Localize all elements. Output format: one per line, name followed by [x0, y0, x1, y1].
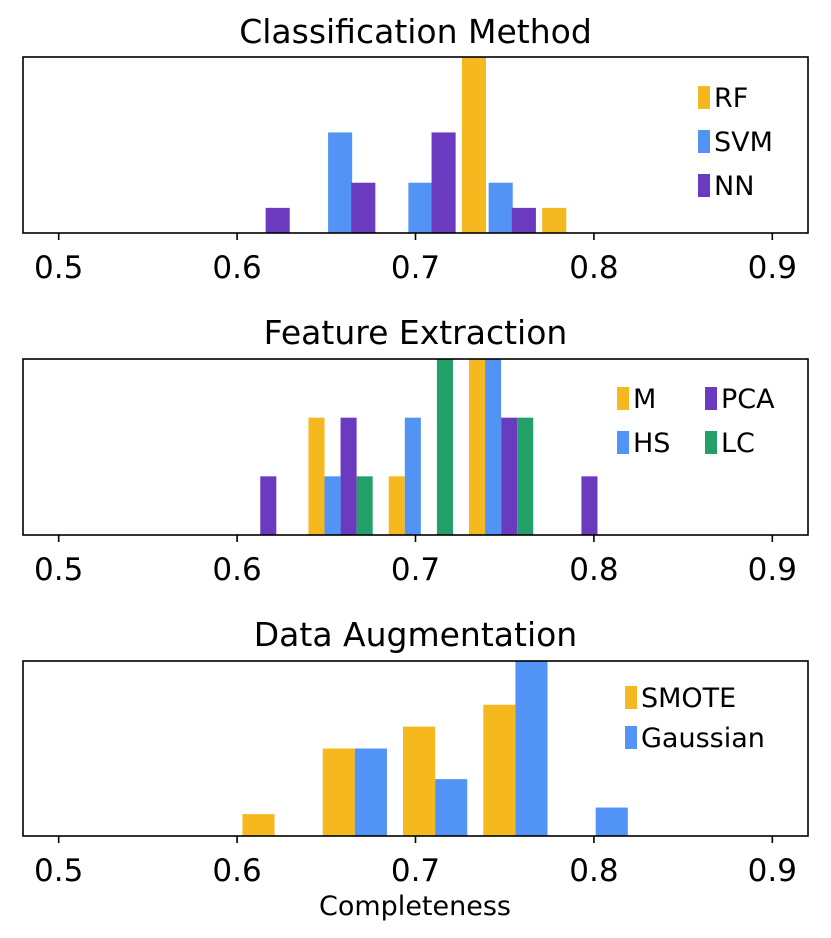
x-tick-label: 0.5	[34, 853, 83, 889]
legend-swatch-lc	[705, 431, 717, 454]
legend-label-lc: LC	[721, 428, 755, 459]
legend-swatch-nn	[698, 174, 710, 197]
x-tick-label: 0.6	[212, 552, 261, 588]
chart-panel-data-augmentation: Data Augmentation 0.5 0.6 0.7 0.8 0.9 SMOTE Gau…	[22, 615, 809, 889]
bar-gaussian-2	[515, 661, 548, 836]
legend-swatch-gaussian	[625, 726, 637, 749]
bar-pca-1	[340, 417, 357, 535]
bar-rf-0	[461, 57, 486, 233]
x-tick-label: 0.5	[34, 250, 83, 286]
x-tick-label: 0.6	[212, 853, 261, 889]
bar-smote-1	[322, 748, 355, 836]
chart-title: Data Augmentation	[254, 615, 577, 654]
legend-label-gaussian: Gaussian	[641, 723, 765, 754]
bar-gaussian-1	[435, 779, 468, 836]
legend-swatch-hs	[617, 431, 629, 454]
x-tick-label: 0.9	[748, 250, 797, 286]
bar-lc-0	[356, 476, 373, 535]
bar-smote-2	[403, 726, 436, 836]
legend-label-nn: NN	[714, 171, 754, 202]
bar-hs-0	[324, 476, 341, 535]
x-tick-label: 0.8	[569, 552, 618, 588]
bar-nn-2	[431, 132, 456, 233]
bar-pca-0	[260, 476, 277, 535]
bar-m-1	[388, 476, 405, 535]
chart-panel-classification-method: Classification Method 0.5 0.6 0.7 0.8 0.9 RF SV…	[22, 12, 809, 286]
legend-label-m: M	[633, 384, 656, 415]
x-tick-label: 0.8	[569, 250, 618, 286]
bar-svm-0	[328, 132, 353, 233]
chart-title: Feature Extraction	[264, 313, 568, 352]
chart-title: Classification Method	[239, 12, 592, 51]
bar-gaussian-3	[595, 807, 628, 836]
legend-swatch-smote	[625, 686, 637, 709]
bar-pca-3	[581, 476, 598, 535]
x-axis-label: Completeness	[319, 891, 511, 922]
legend: M PCA HS LC	[617, 384, 775, 459]
legend: RF SVM NN	[698, 83, 773, 202]
x-tick-label: 0.7	[391, 853, 440, 889]
x-tick-label: 0.8	[569, 853, 618, 889]
legend-label-smote: SMOTE	[641, 683, 736, 714]
legend-label-hs: HS	[633, 428, 670, 459]
legend-swatch-pca	[705, 387, 717, 410]
x-tick-label: 0.9	[748, 853, 797, 889]
bar-smote-0	[242, 814, 275, 836]
bar-m-2	[469, 359, 486, 535]
legend-label-pca: PCA	[721, 384, 775, 415]
bar-hs-2	[485, 359, 502, 535]
bar-lc-2	[517, 417, 534, 535]
chart-panel-feature-extraction: Feature Extraction 0.5 0.6 0.7 0.8 0.9 M PCA HS L…	[22, 313, 809, 588]
bar-pca-2	[501, 417, 518, 535]
bar-nn-0	[265, 207, 290, 233]
bar-svm-1	[408, 182, 433, 233]
legend-label-svm: SVM	[714, 127, 773, 158]
legend-label-rf: RF	[714, 83, 748, 114]
bar-nn-3	[511, 207, 536, 233]
legend-swatch-svm	[698, 130, 710, 153]
bar-smote-3	[483, 704, 516, 836]
bar-gaussian-0	[354, 748, 387, 836]
legend: SMOTE Gaussian	[625, 683, 765, 754]
legend-swatch-m	[617, 387, 629, 410]
x-tick-label: 0.5	[34, 552, 83, 588]
bar-lc-1	[436, 359, 453, 535]
legend-swatch-rf	[698, 86, 710, 109]
bar-m-0	[308, 417, 325, 535]
bar-svm-2	[488, 182, 513, 233]
x-tick-label: 0.9	[748, 552, 797, 588]
x-tick-label: 0.6	[212, 250, 261, 286]
bar-nn-1	[351, 182, 376, 233]
bar-hs-1	[404, 417, 421, 535]
x-tick-label: 0.7	[391, 552, 440, 588]
bar-rf-1	[542, 207, 567, 233]
x-tick-label: 0.7	[391, 250, 440, 286]
